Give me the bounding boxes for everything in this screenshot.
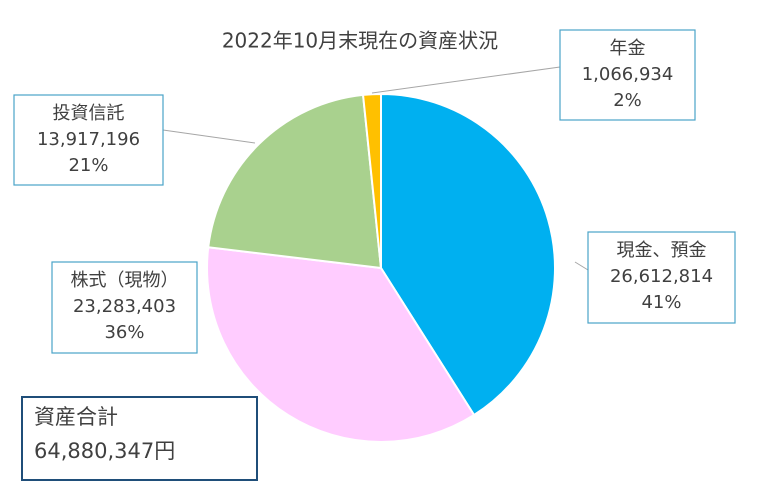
slice-percent: 21% [68, 155, 108, 176]
slice-percent: 36% [104, 322, 144, 343]
slice-value: 26,612,814 [610, 266, 713, 287]
slice-category: 株式（現物） [71, 270, 179, 291]
pie-slice [206, 246, 476, 443]
slice-value: 1,066,934 [582, 64, 674, 85]
chart-title: 2022年10月末現在の資産状況 [222, 29, 498, 53]
total-box [21, 396, 258, 481]
pie-slice [207, 93, 383, 270]
slice-value: 13,917,196 [37, 129, 140, 150]
slice-category: 現金、預金 [617, 240, 707, 261]
slice-percent: 2% [613, 90, 642, 111]
slice-category: 年金 [610, 38, 646, 59]
slice-percent: 41% [641, 292, 681, 313]
label-box [559, 29, 696, 121]
label-box [13, 94, 164, 186]
label-box [51, 261, 198, 354]
leader-line [162, 129, 256, 144]
label-box [587, 231, 736, 324]
leader-line [371, 66, 561, 94]
pie-slice [380, 92, 556, 417]
total-label: 資産合計 [34, 405, 118, 429]
pie [206, 92, 556, 443]
total-value: 64,880,347円 [34, 439, 175, 463]
slice-value: 23,283,403 [73, 296, 176, 317]
slice-category: 投資信託 [53, 103, 125, 124]
leader-line [574, 261, 589, 271]
pie-slice [361, 92, 382, 269]
